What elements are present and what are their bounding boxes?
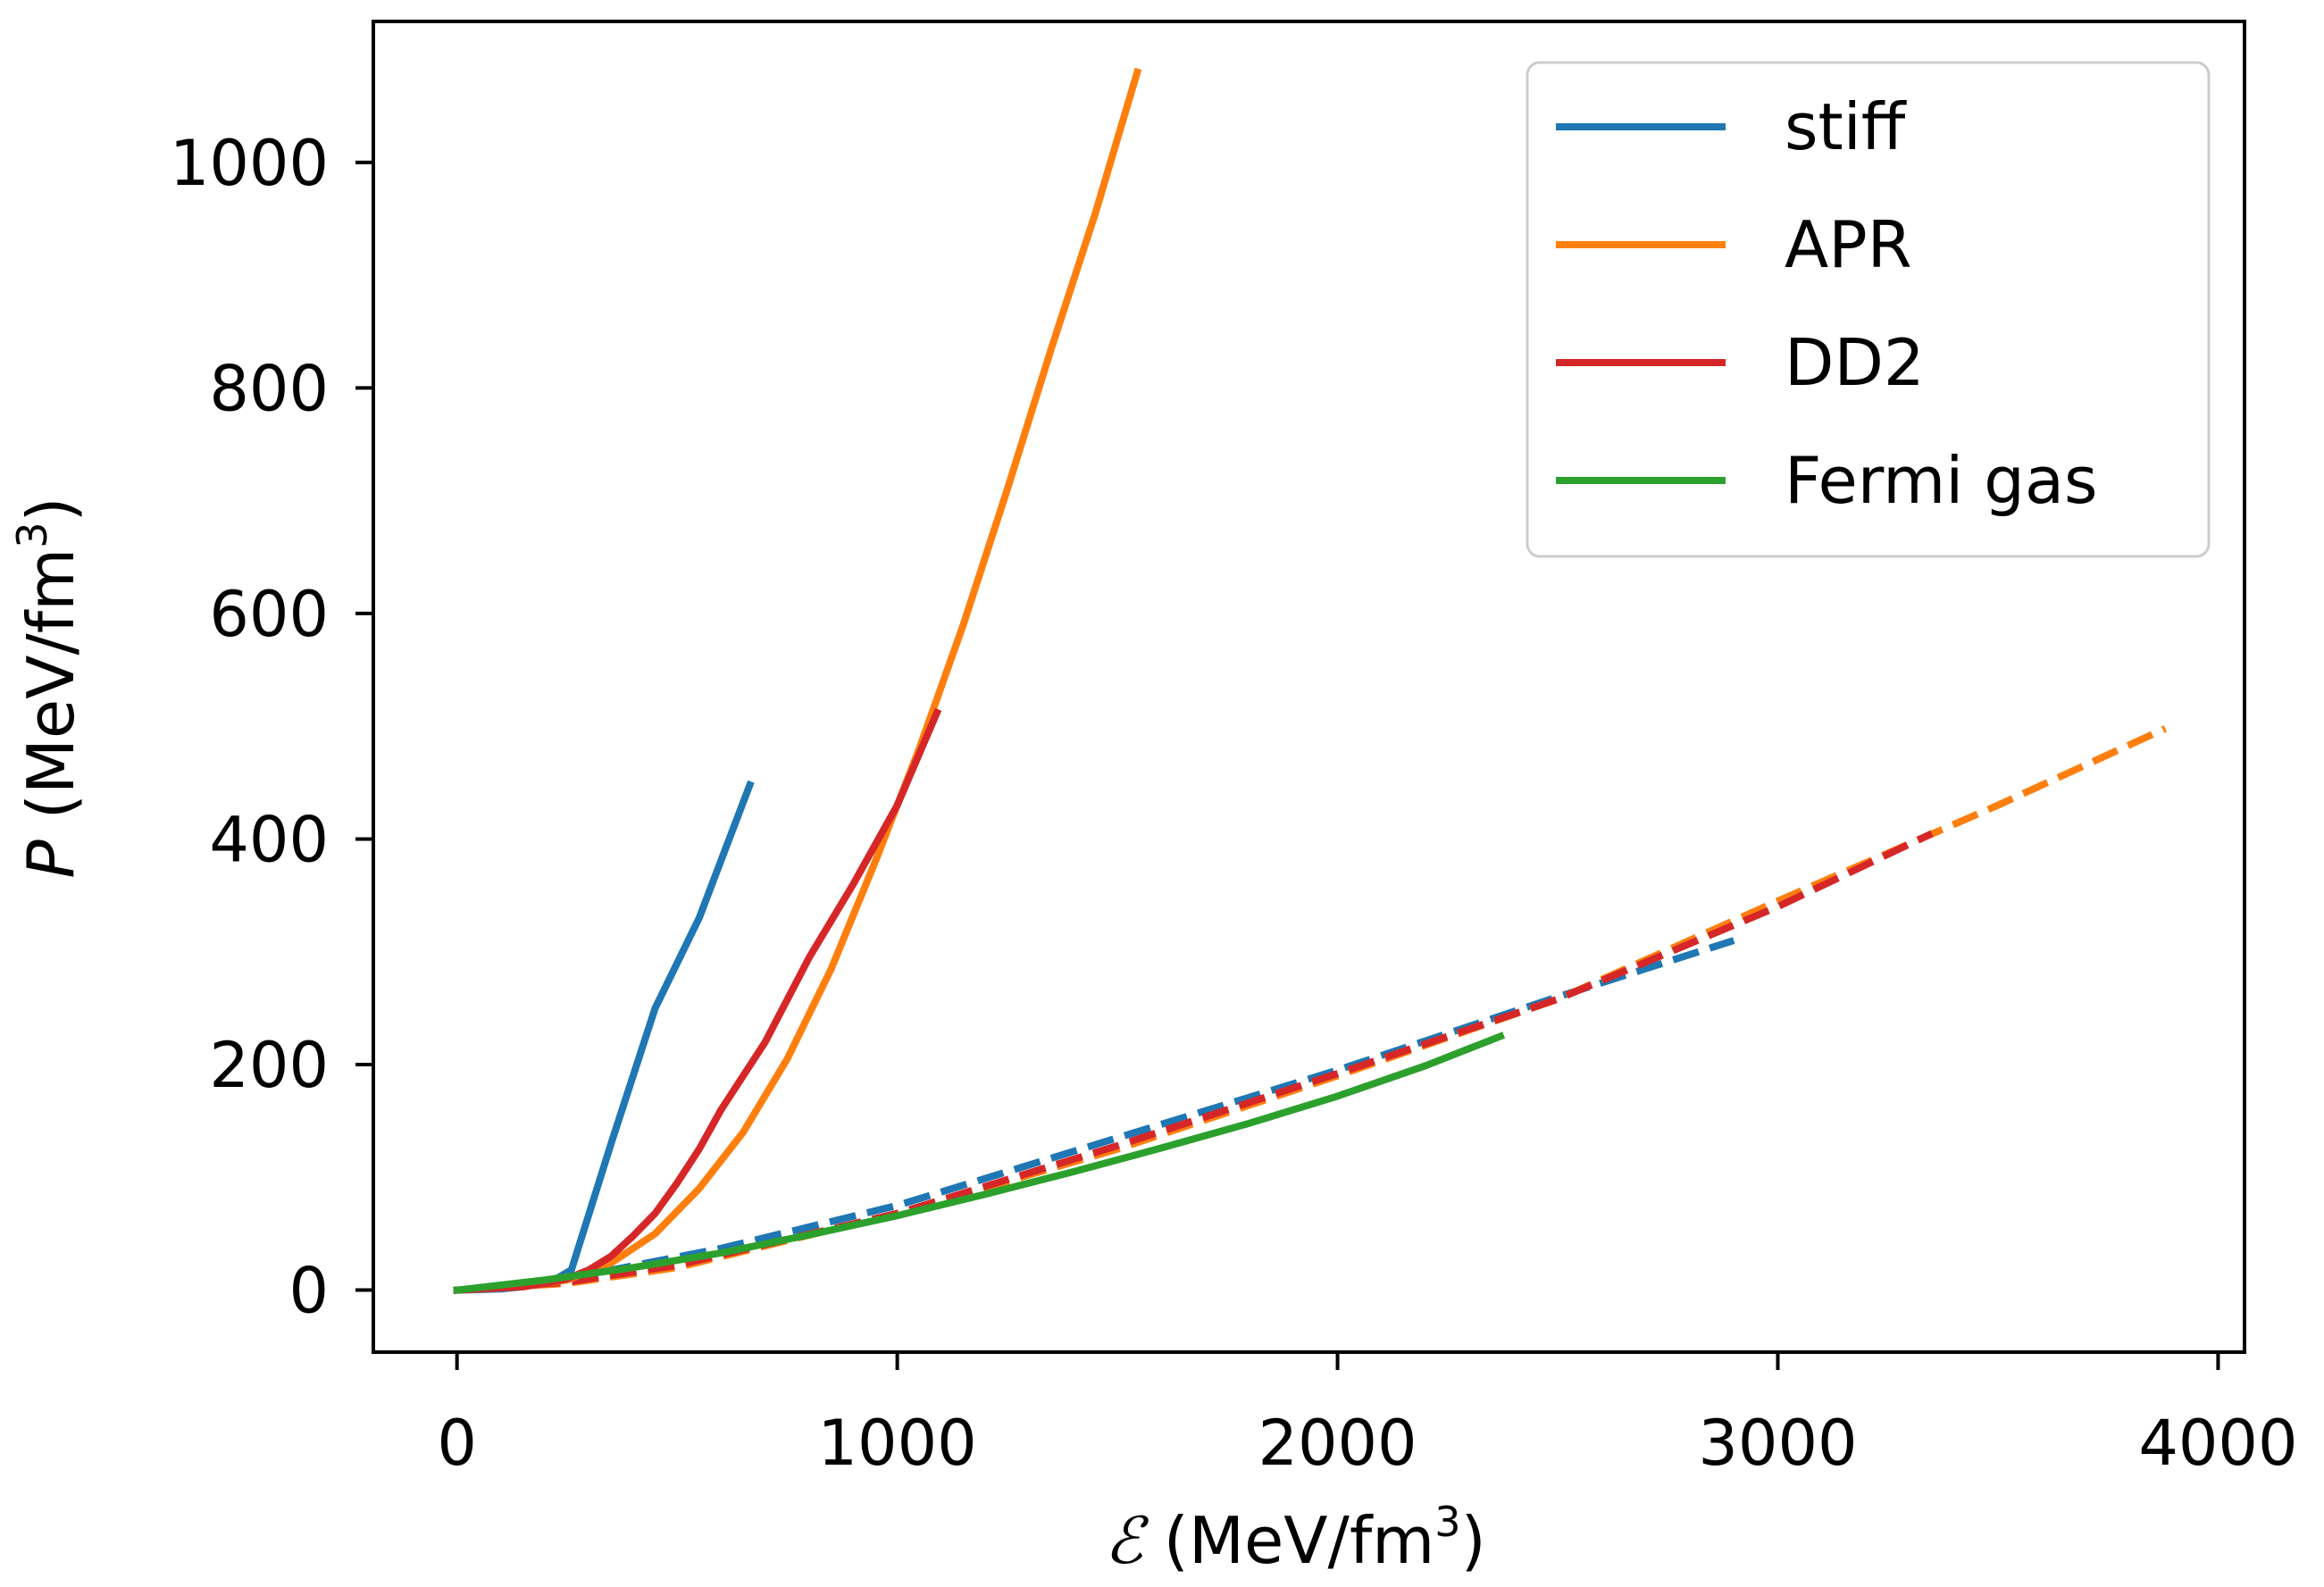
x-tick-label: 0	[437, 1407, 477, 1480]
series-line-dd2-dashed	[456, 830, 1934, 1294]
y-tick-label: 0	[288, 1255, 329, 1328]
y-axis-unit: (MeV/fm	[13, 548, 88, 839]
y-axis-ticks: 0 200 400 600 800 1000	[170, 127, 373, 1328]
y-axis-unit-close: )	[13, 497, 88, 522]
y-tick-label: 400	[209, 803, 329, 876]
series-layer	[453, 67, 2167, 1295]
x-tick-label: 2000	[1258, 1407, 1417, 1480]
x-axis-title: ℰ (MeV/fm3)	[1104, 1498, 1485, 1578]
legend-label-apr: APR	[1785, 207, 1912, 282]
x-axis-symbol: ℰ	[1104, 1503, 1149, 1578]
plot-frame	[372, 20, 2246, 1354]
x-axis-unit-exponent: 3	[1434, 1498, 1460, 1546]
y-tick-label: 1000	[170, 127, 329, 200]
x-tick-label: 4000	[2138, 1407, 2297, 1480]
legend-label-dd2: DD2	[1785, 325, 1925, 400]
series-line-stiff-dashed	[566, 937, 1735, 1282]
y-tick-label: 200	[209, 1029, 329, 1102]
series-line-fermi-gas	[453, 1032, 1506, 1295]
x-axis-unit-close: )	[1461, 1503, 1486, 1578]
y-axis-unit-exponent: 3	[8, 522, 56, 548]
legend-label-stiff: stiff	[1785, 89, 1907, 164]
legend: stiff APR DD2 Fermi gas	[1526, 61, 2211, 558]
legend-label-fermi-gas: Fermi gas	[1785, 443, 2097, 518]
legend-box	[1526, 61, 2211, 558]
y-axis-symbol: P	[13, 839, 88, 879]
x-tick-label: 1000	[818, 1407, 977, 1480]
x-tick-label: 3000	[1698, 1407, 1857, 1480]
x-axis-unit: (MeV/fm	[1143, 1503, 1434, 1578]
x-axis-ticks: 0 1000 2000 3000 4000	[437, 1352, 2298, 1480]
y-tick-label: 600	[209, 578, 329, 651]
y-axis-title: P (MeV/fm3)	[8, 497, 88, 878]
y-tick-label: 800	[209, 352, 329, 425]
